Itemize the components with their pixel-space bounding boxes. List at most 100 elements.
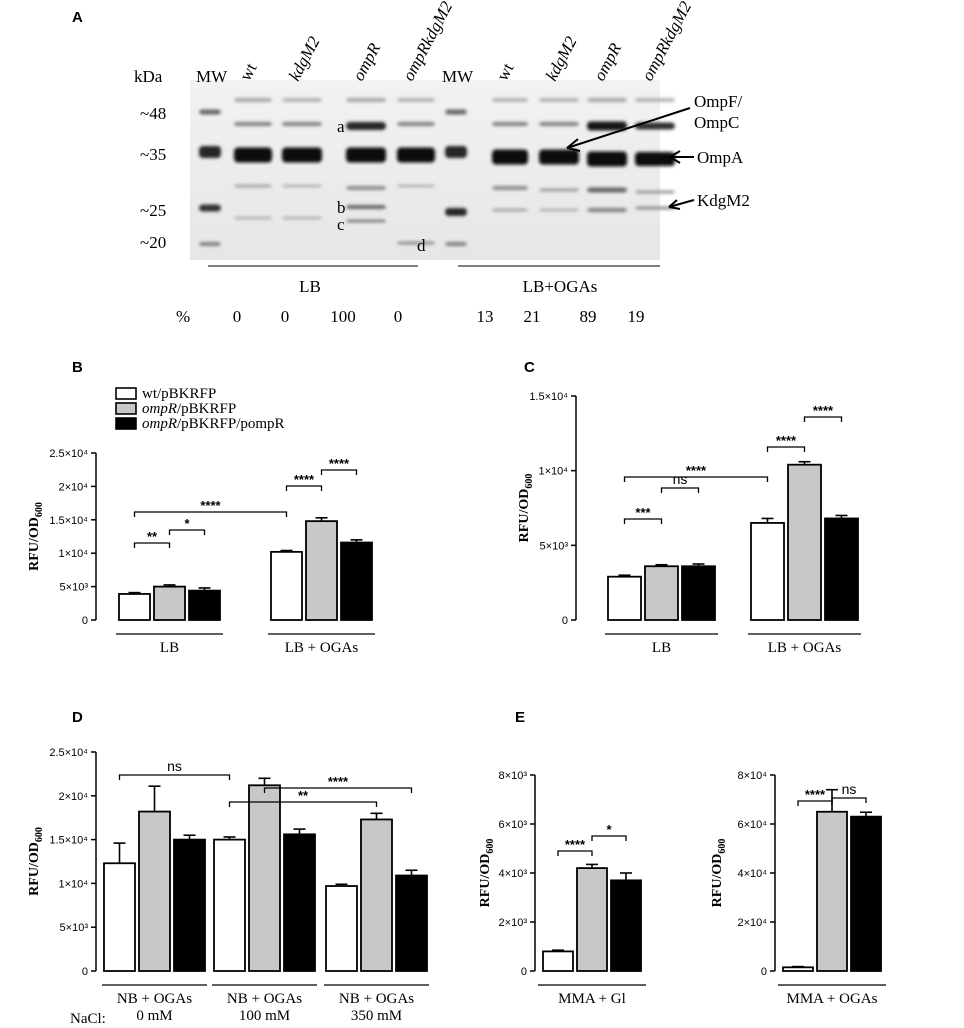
arrowhead-ompf: [566, 138, 581, 152]
bar: [305, 520, 338, 621]
gel-band: [199, 109, 221, 115]
gel-band: [539, 98, 579, 102]
gel-band: [397, 98, 435, 102]
label-ompa: OmpA: [697, 148, 744, 167]
percent-label: %: [176, 307, 190, 326]
legend-swatch: [115, 417, 137, 430]
gel-band: [346, 122, 386, 130]
y-axis-label: RFU/OD600: [27, 827, 45, 896]
bar: [395, 874, 428, 972]
bar: [750, 522, 785, 621]
significance-bracket: [133, 511, 288, 517]
gel-band: [346, 205, 386, 209]
panel-letter-d: D: [72, 709, 83, 726]
gel-band: [234, 216, 272, 220]
significance-bracket: [591, 835, 627, 841]
significance-bracket: [766, 446, 806, 452]
bar: [118, 593, 151, 621]
y-tick-label: 4×10³: [499, 868, 528, 880]
gel-band: [539, 122, 579, 126]
category-sublabel: 350 mM: [351, 1008, 402, 1024]
significance-label: ns: [167, 758, 182, 774]
gel-band: [397, 122, 435, 126]
significance-bracket: [263, 787, 413, 793]
bar: [340, 541, 373, 621]
significance-bracket: [797, 800, 833, 806]
panel-letter-b: B: [72, 359, 83, 376]
significance-label: ****: [813, 403, 834, 418]
lane-label: MW: [196, 67, 228, 86]
bar: [213, 838, 246, 972]
y-tick-label: 0: [761, 966, 767, 978]
gel-band: [635, 152, 675, 166]
bar: [644, 565, 679, 621]
gel-band: [445, 208, 467, 216]
category-sublabel: 0 mM: [136, 1008, 172, 1024]
gel-band: [346, 219, 386, 223]
legend-entry: wt/pBKRFP: [142, 386, 216, 402]
percent-values: 0 0 100 0 13 21 89 19: [233, 307, 645, 326]
y-tick-label: 6×10³: [499, 819, 528, 831]
significance-label: ****: [776, 433, 797, 448]
bar: [153, 585, 186, 621]
band-letter-c: c: [337, 215, 345, 234]
gel-band: [397, 184, 435, 188]
legend-entry: ompR/pBKRFP/pompR: [142, 416, 285, 432]
y-tick-label: 2×10⁴: [737, 917, 767, 929]
y-tick-label: 5×10³: [60, 922, 89, 934]
gel-band: [346, 98, 386, 102]
chart-e2: 0 2×10⁴ 4×10⁴ 6×10⁴ 8×10⁴ RFU/OD600 MMA + OGAs…: [710, 770, 886, 1007]
marker-35: ~35: [140, 145, 166, 164]
gel-band: [635, 206, 675, 210]
gel-band: [234, 184, 272, 188]
bar: [248, 784, 281, 972]
gel-band: [587, 208, 627, 212]
gel-band: [282, 98, 322, 102]
chart-b: 0 5×10³ 1×10⁴ 1.5×10⁴ 2×10⁴ 2.5×10⁴ RFU/OD600 L…: [27, 448, 375, 656]
y-tick-label: 1×10⁴: [58, 548, 88, 560]
significance-bracket: [168, 529, 206, 535]
label-ompc: OmpC: [694, 113, 739, 132]
legend-swatch: [115, 402, 137, 415]
gel-band: [397, 147, 435, 163]
significance-label: ****: [686, 463, 707, 478]
y-tick-label: 5×10³: [60, 582, 89, 594]
y-axis-label: RFU/OD600: [517, 474, 535, 543]
significance-label: ****: [200, 498, 221, 513]
significance-bracket: [623, 518, 663, 524]
bar: [103, 862, 136, 972]
bar: [173, 838, 206, 972]
lane-label: ompR: [349, 39, 385, 83]
band-letter-b: b: [337, 198, 346, 217]
gel-band: [492, 122, 528, 126]
gel-band: [346, 186, 386, 190]
bar: [283, 833, 316, 972]
gel-band: [282, 184, 322, 188]
y-tick-label: 0: [521, 966, 527, 978]
gel-band: [587, 121, 627, 131]
category-label: LB: [652, 640, 671, 656]
band-letter-d: d: [417, 236, 426, 255]
marker-20: ~20: [140, 233, 166, 252]
gel-band: [587, 98, 627, 102]
gel-band: [539, 188, 579, 192]
y-tick-label: 2×10⁴: [58, 481, 88, 493]
group-label-lb-ogas: LB+OGAs: [523, 277, 598, 296]
arrow-kdgm2: [668, 199, 695, 208]
y-tick-label: 5×10³: [540, 540, 569, 552]
arrowhead-kdgm2: [668, 199, 681, 210]
y-axis-label: RFU/OD600: [27, 502, 45, 571]
gel-band: [282, 147, 322, 163]
gel-band: [199, 242, 221, 246]
significance-label: ****: [565, 837, 586, 852]
chart-d: 0 5×10³ 1×10⁴ 1.5×10⁴ 2×10⁴ 2.5×10⁴ RFU/OD600 N…: [27, 747, 429, 1024]
significance-label: ****: [329, 456, 350, 471]
gel-band: [492, 98, 528, 102]
gel-band: [587, 187, 627, 193]
percent-value: 19: [628, 307, 645, 326]
significance-label: ****: [294, 472, 315, 487]
significance-label: **: [298, 788, 309, 803]
y-tick-label: 1.5×10⁴: [529, 391, 568, 403]
